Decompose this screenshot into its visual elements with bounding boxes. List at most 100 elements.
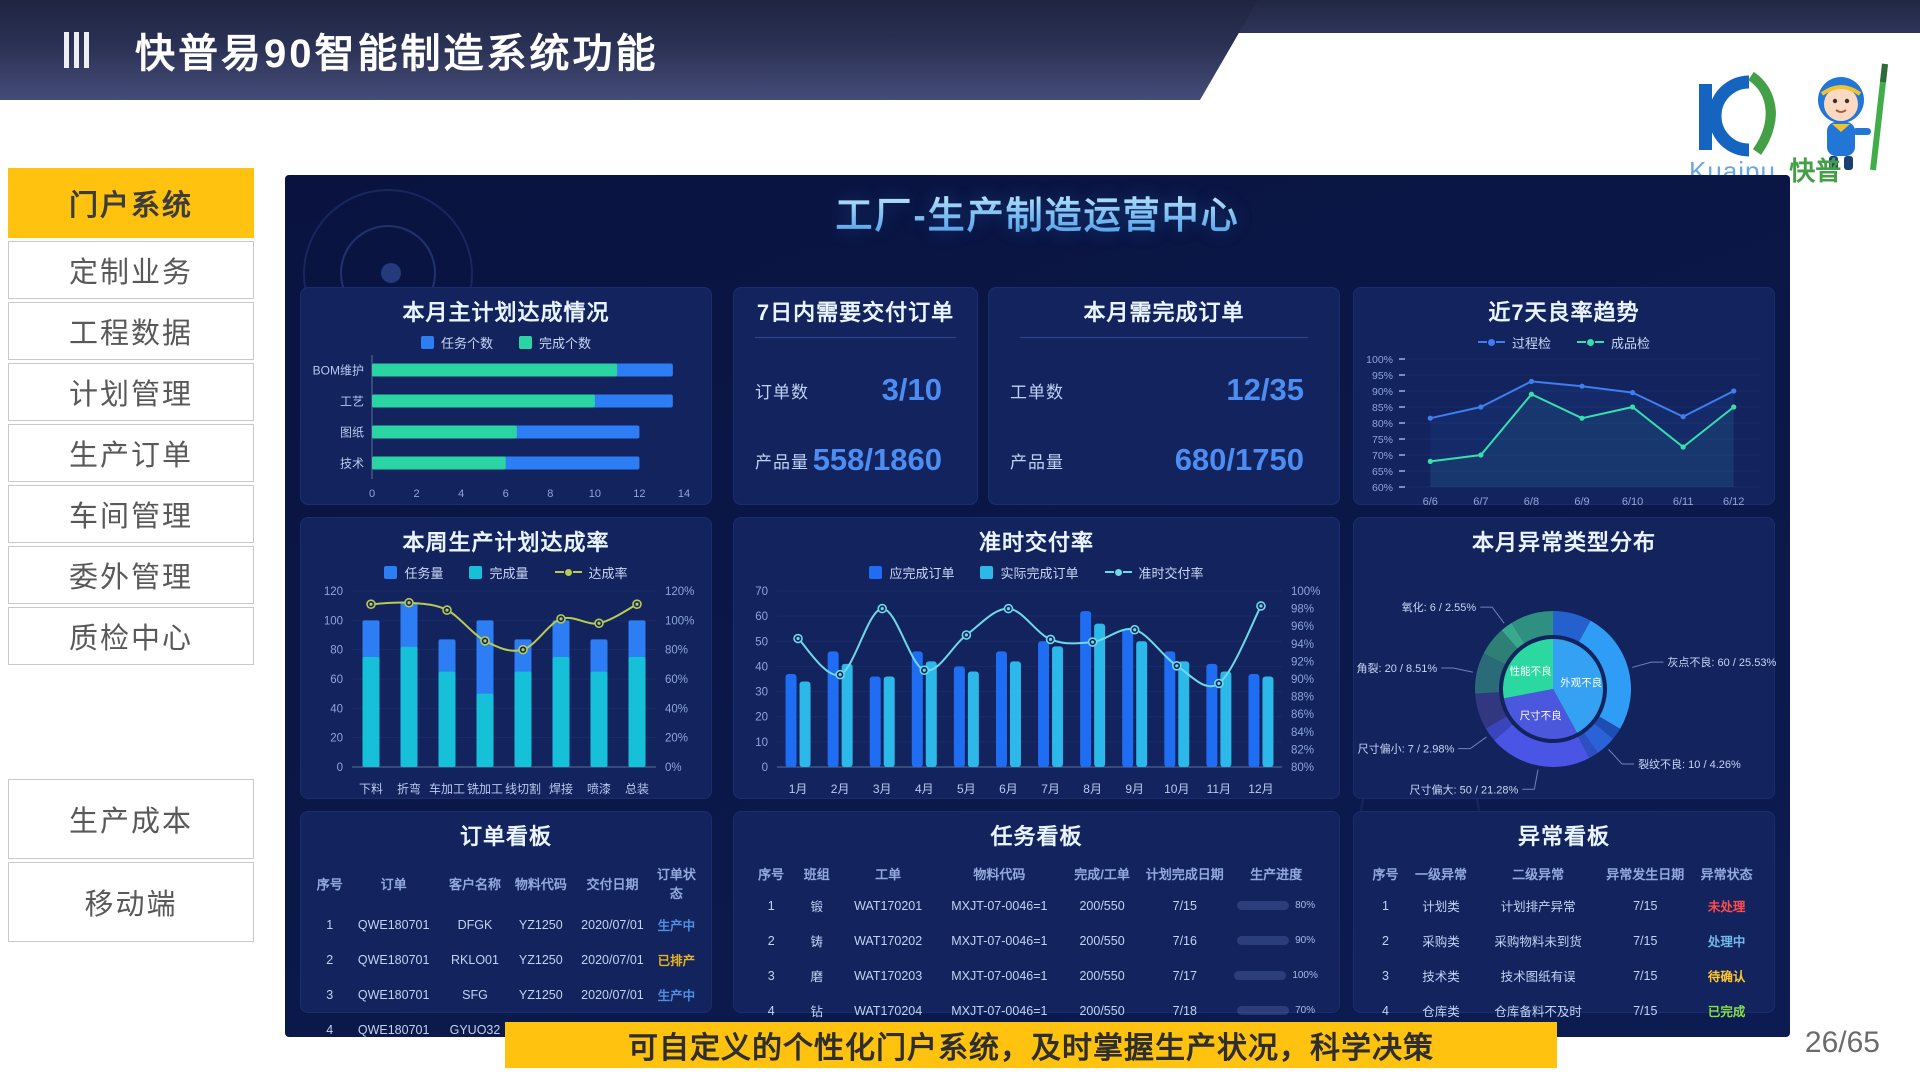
- legend-swatch: [469, 565, 483, 579]
- legend-swatch: [980, 565, 994, 579]
- dashboard-title: 工厂-生产制造运营中心: [285, 185, 1790, 239]
- column-header: 客户名称: [448, 876, 501, 892]
- svg-text:88%: 88%: [1291, 692, 1314, 704]
- svg-text:100%: 100%: [1366, 354, 1393, 366]
- panel-title: 任务看板: [990, 824, 1083, 849]
- svg-text:95%: 95%: [1372, 370, 1393, 382]
- table-cell: 仓库备料不及时: [1494, 1005, 1582, 1019]
- table-header-row: 序号 一级异常 二级异常 异常发生日期 异常状态: [1366, 859, 1763, 888]
- svg-text:85%: 85%: [1372, 402, 1393, 414]
- svg-text:外观不良: 外观不良: [1560, 676, 1602, 689]
- table-cell: QWE180701: [357, 987, 430, 1002]
- svg-text:0: 0: [337, 762, 343, 774]
- sidebar-item-7[interactable]: 委外管理: [8, 546, 254, 604]
- table-cell: 1: [767, 898, 775, 913]
- sidebar-item-3[interactable]: 工程数据: [8, 302, 254, 360]
- table-cell: SFG: [462, 987, 488, 1002]
- kuaipu-logo-art: [1699, 63, 1888, 171]
- stat-row: 产品量 680/1750: [988, 442, 1340, 478]
- progress-indicator: 70%: [1237, 1005, 1315, 1016]
- legend-line-glyph: [554, 568, 582, 576]
- panel-title: 订单看板: [459, 824, 552, 849]
- chart-legend: 应完成订单 实际完成订单 准时交付率: [733, 563, 1340, 581]
- chart-canvas: 0 10 20 30 40 50 60 70 80% 82% 84% 86% 88% 90% 92% 94% 9…: [755, 586, 1320, 796]
- legend-label: 实际完成订单: [1000, 565, 1079, 581]
- svg-text:6/7: 6/7: [1473, 496, 1488, 508]
- stat-label: 产品量: [1010, 452, 1064, 472]
- svg-text:80: 80: [330, 645, 343, 657]
- svg-text:1月: 1月: [789, 782, 808, 796]
- legend-label: 完成个数: [539, 335, 592, 351]
- table-cell: 采购物料未到货: [1494, 935, 1582, 949]
- table-cell: 7/15: [1633, 1003, 1658, 1018]
- sidebar-item-4[interactable]: 计划管理: [8, 363, 254, 421]
- table-cell: WAT170201: [854, 898, 923, 913]
- legend-line-glyph: [1104, 568, 1132, 576]
- table-body: 1 QWE180701 DFGK YZ1250 2020/07/01 生产中 2 QWE180…: [312, 907, 699, 1038]
- sidebar-item-9[interactable]: 生产成本: [8, 779, 254, 859]
- sidebar-item-5[interactable]: 生产订单: [8, 424, 254, 482]
- panel-title: 7日内需要交付订单: [756, 300, 955, 325]
- sidebar-item-2[interactable]: 定制业务: [8, 241, 254, 299]
- column-header: 订单状态: [656, 867, 696, 901]
- legend-item: 任务量: [384, 563, 443, 582]
- svg-text:焊接: 焊接: [549, 781, 573, 796]
- svg-text:6: 6: [503, 488, 509, 500]
- legend-item: 达成率: [554, 563, 628, 582]
- legend-item: 成品检: [1577, 333, 1650, 352]
- svg-text:下料: 下料: [359, 782, 383, 796]
- svg-text:6/12: 6/12: [1723, 496, 1744, 508]
- table-cell: 4: [767, 1003, 775, 1018]
- svg-text:裂纹不良: 10 / 4.26%: 裂纹不良: 10 / 4.26%: [1638, 757, 1741, 771]
- status-badge: 生产中: [657, 989, 696, 1003]
- legend-label: 任务量: [404, 565, 444, 581]
- divider: [755, 337, 956, 338]
- svg-text:4: 4: [458, 488, 464, 500]
- legend-label: 应完成订单: [889, 565, 955, 581]
- stat-row: 产品量 558/1860: [733, 442, 978, 478]
- sidebar-item-8[interactable]: 质检中心: [8, 607, 254, 665]
- svg-text:20: 20: [755, 712, 768, 724]
- panel-monthly-master-plan: 本月主计划达成情况 任务个数 完成个数 0 2 4 6 8 10 12 14 BOM维护 工艺 图纸 技术: [300, 287, 712, 505]
- svg-text:120: 120: [324, 586, 343, 598]
- table-row: 3 QWE180701 SFG YZ1250 2020/07/01 生产中: [312, 977, 699, 1012]
- svg-text:8: 8: [547, 488, 553, 500]
- svg-text:3月: 3月: [873, 782, 892, 796]
- table-cell: 80%: [1230, 888, 1321, 923]
- legend-line-glyph: [1577, 338, 1604, 346]
- legend-item: 任务个数: [420, 333, 493, 352]
- column-header: 交付日期: [586, 876, 639, 892]
- column-header: 二级异常: [1512, 867, 1565, 882]
- column-header: 异常发生日期: [1606, 867, 1685, 882]
- svg-text:80%: 80%: [1372, 418, 1393, 430]
- legend-swatch: [519, 335, 532, 349]
- panel-anomaly-distribution: 本月异常类型分布 灰点不良: 60 / 25.53% 裂纹不良: 10 / 4.26…: [1353, 517, 1776, 799]
- panel-title: 本周生产计划达成率: [402, 530, 610, 555]
- svg-text:喷漆: 喷漆: [587, 782, 611, 796]
- column-header: 订单: [380, 876, 407, 892]
- column-header: 序号: [758, 867, 785, 882]
- sidebar-item-1[interactable]: 门户系统: [8, 168, 254, 238]
- table-cell: QWE180701: [357, 917, 430, 932]
- table-row: 2 铸 WAT170202 MXJT-07-0046=1 200/550 7/16 90%: [751, 923, 1322, 958]
- column-header: 工单: [875, 867, 902, 882]
- sidebar-item-10[interactable]: 移动端: [8, 862, 254, 942]
- table-cell: 200/550: [1079, 933, 1125, 948]
- table-cell: 3: [326, 987, 334, 1002]
- panel-7day-delivery-orders: 7日内需要交付订单 订单数 3/10 产品量 558/1860: [733, 287, 978, 505]
- panel-title: 异常看板: [1517, 824, 1610, 849]
- table-cell: MXJT-07-0046=1: [951, 933, 1048, 948]
- sidebar-item-6[interactable]: 车间管理: [8, 485, 254, 543]
- svg-text:总装: 总装: [625, 782, 649, 796]
- svg-text:0: 0: [762, 762, 768, 774]
- svg-text:2月: 2月: [831, 782, 850, 796]
- svg-text:100%: 100%: [1291, 586, 1320, 598]
- slide-title: 快普易90智能制造系统功能: [135, 32, 659, 76]
- svg-text:7月: 7月: [1041, 782, 1060, 796]
- svg-text:尺寸不良: 尺寸不良: [1520, 709, 1562, 722]
- table-cell: 锻: [810, 900, 824, 914]
- anomaly-board-table: 序号 一级异常 二级异常 异常发生日期 异常状态 1 计划类 计划排产异常 7/15 未处理 2 采购…: [1366, 859, 1763, 1028]
- table-cell: 计划类: [1422, 900, 1460, 914]
- logo-text-cn: 快普: [1789, 156, 1842, 186]
